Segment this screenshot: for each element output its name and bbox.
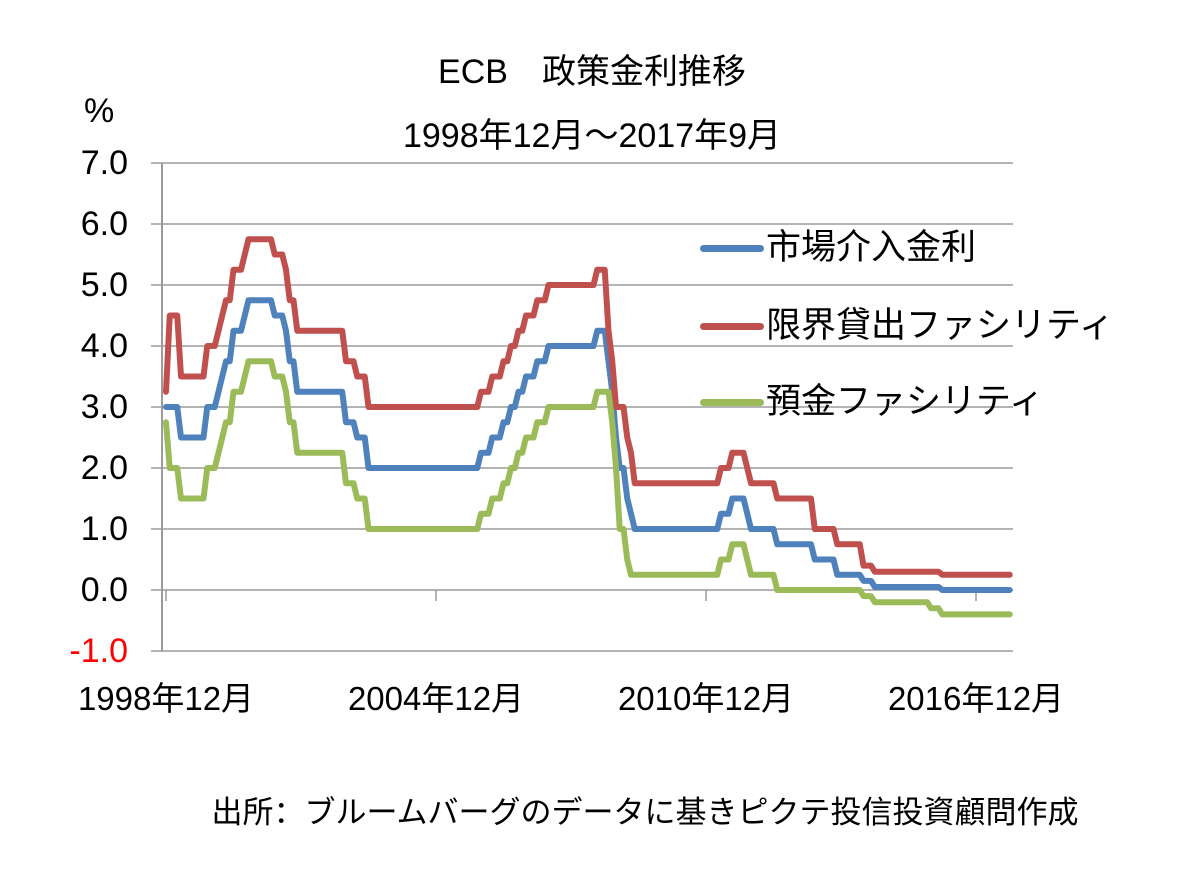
y-tick-label: 7.0 xyxy=(80,144,128,182)
y-tick-label: 4.0 xyxy=(80,327,128,365)
source-note: 出所：ブルームバーグのデータに基きピクテ投信投資顧問作成 xyxy=(211,795,1079,830)
legend-item-mro: 市場介入金利 xyxy=(700,224,976,272)
marginal-lending-line-swatch xyxy=(700,322,764,330)
mro-line-swatch xyxy=(700,244,764,252)
x-tick-label: 2004年12月 xyxy=(347,680,525,717)
chart-title: ECB 政策金利推移 xyxy=(438,53,746,91)
legend-item-deposit-facility: 預金ファシリティ xyxy=(700,378,1044,426)
y-tick-label: 6.0 xyxy=(80,205,128,243)
legend-label-mro: 市場介入金利 xyxy=(766,228,977,267)
legend-label-deposit-facility: 預金ファシリティ xyxy=(766,382,1044,421)
legend-item-marginal-lending: 限界貸出ファシリティ xyxy=(700,302,1114,350)
y-tick-label: -1.0 xyxy=(69,632,128,670)
y-tick-label: 0.0 xyxy=(80,571,128,609)
x-tick-label: 2010年12月 xyxy=(617,680,795,717)
series-line-2 xyxy=(163,358,1013,618)
deposit-facility-line-swatch xyxy=(700,398,764,406)
y-tick-label: 2.0 xyxy=(80,449,128,487)
chart-subtitle: 1998年12月～2017年9月 xyxy=(402,117,781,155)
legend-label-marginal-lending: 限界貸出ファシリティ xyxy=(766,306,1114,345)
series-line-0 xyxy=(163,297,1013,593)
x-tick-label: 2016年12月 xyxy=(887,680,1065,717)
series-line-1 xyxy=(163,236,1013,578)
y-tick-label: 5.0 xyxy=(80,266,128,304)
y-tick-label: 1.0 xyxy=(80,510,128,548)
y-axis-unit-label: % xyxy=(84,92,115,130)
x-tick-label: 1998年12月 xyxy=(77,680,255,717)
y-tick-label: 3.0 xyxy=(80,388,128,426)
